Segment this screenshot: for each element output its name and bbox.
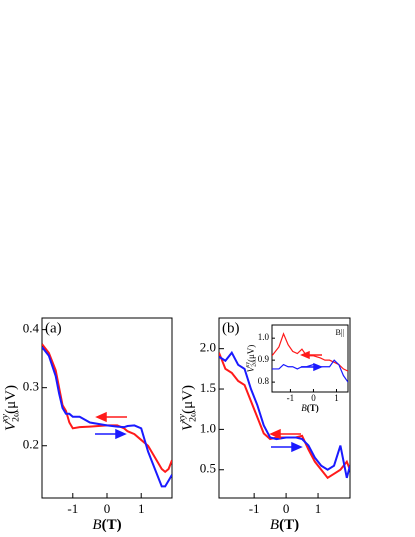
x-label-main: B [92, 517, 101, 533]
y-tick-label: 0.8 [258, 376, 270, 386]
y-label-sub: 2ω [11, 410, 22, 422]
x-axis-label: B(T) [301, 403, 319, 413]
x-tick-label: -1 [67, 501, 78, 516]
y-axis-label: V2ωxy(μV) [0, 385, 22, 431]
panel-label: (a) [45, 320, 62, 336]
x-tick-label: 1 [334, 393, 339, 403]
y-label-sup: xy [176, 413, 187, 423]
x-tick-label: 0 [311, 393, 316, 403]
chart-panel: -1 0 1 0.2 0.3 0.4 (a) B(T) V2ωxy(μV) [0, 317, 173, 533]
x-tick-label: 1 [138, 501, 145, 516]
y-tick-label: 0.5 [200, 461, 216, 476]
y-label-unit: (μV) [246, 345, 256, 362]
y-tick-label: 1.0 [258, 332, 270, 342]
y-tick-label: 2.0 [200, 340, 216, 355]
arrow-red [95, 350, 322, 440]
y-label-main: V [3, 420, 19, 431]
inset-chart: -1 0 1 0.8 0.9 1.0 B|| B(T) V2ωxy(μV) [245, 324, 349, 413]
y-label-main: V [246, 365, 256, 372]
x-label-unit: (T) [102, 517, 122, 533]
x-tick-label: -1 [249, 501, 260, 516]
x-axis-label: B(T) [92, 517, 121, 533]
y-label-unit: (μV) [180, 385, 196, 414]
y-axis-label: V2ωxy(μV) [176, 385, 198, 431]
x-label-main: B [301, 403, 307, 413]
x-label-main: B [270, 517, 279, 533]
y-axis-label: V2ωxy(μV) [245, 345, 258, 373]
data-line [272, 359, 348, 383]
annotation: B|| [335, 328, 344, 337]
y-tick-label: 1.5 [200, 380, 216, 395]
data-line [219, 350, 350, 479]
arrows [95, 350, 323, 453]
y-tick-label: 0.2 [23, 437, 39, 452]
y-label-sub: 2ω [252, 360, 258, 367]
data-line [42, 346, 172, 488]
x-tick-label: 1 [315, 501, 322, 516]
data-line [272, 332, 348, 372]
x-tick-label: -1 [287, 393, 295, 403]
y-tick-label: 0.9 [258, 354, 270, 364]
panel-label: (b) [222, 320, 240, 336]
x-label-unit: (T) [279, 517, 299, 533]
y-label-sup: xy [0, 413, 10, 423]
y-tick-label: 0.3 [23, 379, 39, 394]
y-tick-label: 1.0 [200, 420, 216, 435]
y-label-unit: (μV) [3, 385, 19, 414]
y-tick-label: 0.4 [23, 321, 40, 336]
x-axis-label: B(T) [270, 517, 299, 533]
x-label-unit: (T) [307, 403, 319, 413]
x-tick-label: 0 [283, 501, 290, 516]
y-label-sup: xy [245, 362, 251, 369]
y-label-main: V [180, 420, 196, 431]
x-tick-label: 0 [104, 501, 111, 516]
y-label-sub: 2ω [188, 410, 199, 422]
arrow-blue [95, 362, 323, 453]
